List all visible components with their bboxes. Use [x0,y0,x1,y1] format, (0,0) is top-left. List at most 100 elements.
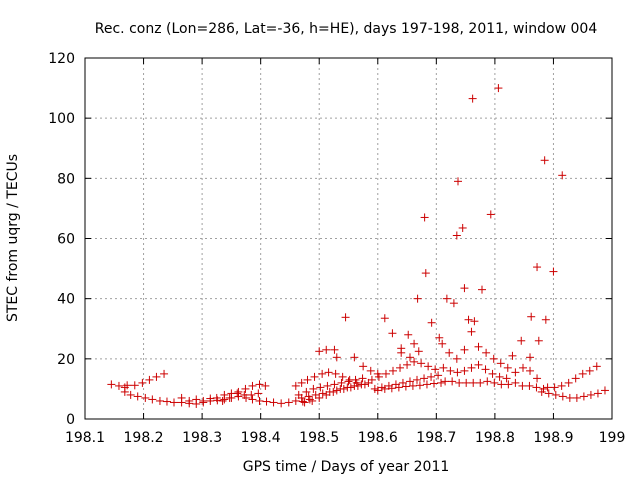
data-point [381,369,390,378]
data-point [309,384,318,393]
y-tick-label: 80 [57,171,75,187]
data-point [397,344,406,353]
data-point [240,390,249,399]
data-point [138,378,147,387]
grid [85,58,612,419]
data-point [476,378,485,387]
chart-title: Rec. conz (Lon=286, Lat=-36, h=HE), days… [95,21,598,37]
data-point [585,366,594,375]
data-point [429,379,438,388]
data-point [427,372,436,381]
data-point [431,365,440,374]
data-point [332,386,341,395]
data-point [427,318,436,327]
data-point [123,381,132,390]
data-point [254,389,263,398]
data-point [434,371,443,380]
data-point [503,363,512,372]
y-tick-labels: 0 20 40 60 80 100 120 [48,51,75,428]
data-point [453,368,462,377]
data-point [177,398,186,407]
data-point [351,375,360,384]
plot-frame [84,57,613,420]
data-point [497,380,506,389]
data-point [549,267,558,276]
data-point [220,395,229,404]
data-point [414,347,423,356]
data-point [350,381,359,390]
x-tick-label: 198.6 [358,430,398,446]
data-point [269,398,278,407]
data-point [452,231,461,240]
data-point [185,399,194,408]
data-point [557,381,566,390]
data-point [437,378,446,387]
data-point [452,354,461,363]
data-point [359,362,368,371]
data-point [160,369,169,378]
data-point [277,399,286,408]
data-point [152,372,161,381]
data-point [297,393,306,402]
data-point [413,294,422,303]
data-point [148,395,157,404]
data-point [291,381,300,390]
data-point [330,345,339,354]
data-point [496,359,505,368]
data-point [120,387,129,396]
x-tick-label: 198.9 [533,430,573,446]
data-point [494,84,503,93]
data-point [389,366,398,375]
data-point [380,314,389,323]
data-point [126,390,135,399]
x-tick-label: 199 [599,430,626,446]
data-point [448,377,457,386]
data-point [374,372,383,381]
data-point [458,223,467,232]
data-point [316,383,325,392]
data-point [600,386,609,395]
data-point [586,390,595,399]
data-point [474,342,483,351]
data-point [526,366,535,375]
data-point [248,395,257,404]
data-point [564,378,573,387]
data-point [114,381,123,390]
data-point [332,353,341,362]
data-point [572,393,581,402]
data-point [482,348,491,357]
data-point [502,374,511,383]
data-point [330,380,339,389]
y-tick-label: 60 [57,232,75,248]
data-point [357,380,366,389]
axis-ticks [84,57,613,420]
x-tick-label: 198.3 [182,430,222,446]
data-point [446,366,455,375]
data-point [460,345,469,354]
data-point [467,363,476,372]
data-point [366,366,375,375]
data-point [255,380,264,389]
data-point [478,285,487,294]
data-point [593,389,602,398]
data-point [410,357,419,366]
data-point [439,363,448,372]
data-point [551,390,560,399]
y-tick-label: 40 [57,292,75,308]
data-point [462,378,471,387]
data-point [417,359,426,368]
data-point [405,377,414,386]
data-point [107,380,116,389]
y-tick-label: 20 [57,352,75,368]
data-point [526,353,535,362]
data-point [308,396,317,405]
x-tick-labels: 198.1 198.2 198.3 198.4 198.5 198.6 198.7 198.8… [65,430,625,446]
data-point [298,397,307,406]
data-point [331,369,340,378]
data-point [504,380,513,389]
data-point [490,378,499,387]
data-point [367,375,376,384]
data-point [170,398,179,407]
data-point [464,315,473,324]
